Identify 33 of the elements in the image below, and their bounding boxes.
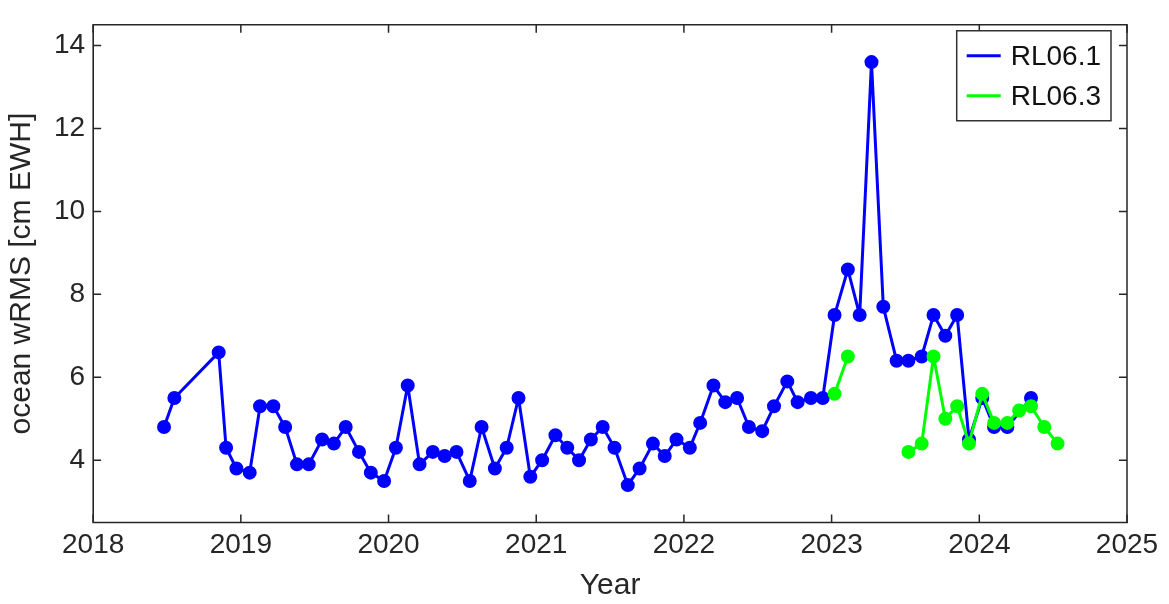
point bbox=[827, 386, 842, 401]
point bbox=[938, 411, 953, 426]
point bbox=[840, 349, 855, 364]
y-tick-label: 12 bbox=[53, 111, 86, 143]
point bbox=[1000, 415, 1015, 430]
point bbox=[1024, 399, 1038, 414]
point bbox=[1012, 403, 1027, 418]
x-tick-label: 2018 bbox=[62, 527, 125, 559]
y-axis-title: ocean wRMS [cm EWH] bbox=[3, 112, 37, 435]
legend-label: RL06.3 bbox=[1010, 79, 1102, 111]
point bbox=[901, 444, 916, 459]
legend-label: RL06.1 bbox=[1010, 39, 1102, 71]
point bbox=[1050, 436, 1065, 451]
x-tick-label: 2025 bbox=[1095, 527, 1159, 559]
y-tick-label: 8 bbox=[69, 277, 86, 309]
point bbox=[987, 415, 1002, 430]
y-tick-label: 6 bbox=[69, 359, 86, 391]
x-tick-label: 2024 bbox=[948, 527, 1011, 559]
x-tick-label: 2021 bbox=[505, 527, 568, 559]
y-tick-label: 4 bbox=[69, 442, 86, 474]
point bbox=[914, 436, 929, 451]
x-tick-label: 2019 bbox=[209, 527, 272, 559]
x-axis-title: Year bbox=[579, 567, 641, 601]
x-tick-label: 2022 bbox=[652, 527, 716, 559]
point bbox=[1037, 420, 1052, 435]
x-tick-label: 2023 bbox=[800, 527, 863, 559]
point bbox=[950, 399, 965, 414]
point bbox=[926, 349, 941, 364]
point bbox=[961, 436, 976, 451]
x-tick-label: 2020 bbox=[357, 527, 420, 559]
point bbox=[975, 386, 990, 401]
y-tick-label: 14 bbox=[53, 28, 86, 60]
y-tick-label: 10 bbox=[53, 194, 86, 226]
